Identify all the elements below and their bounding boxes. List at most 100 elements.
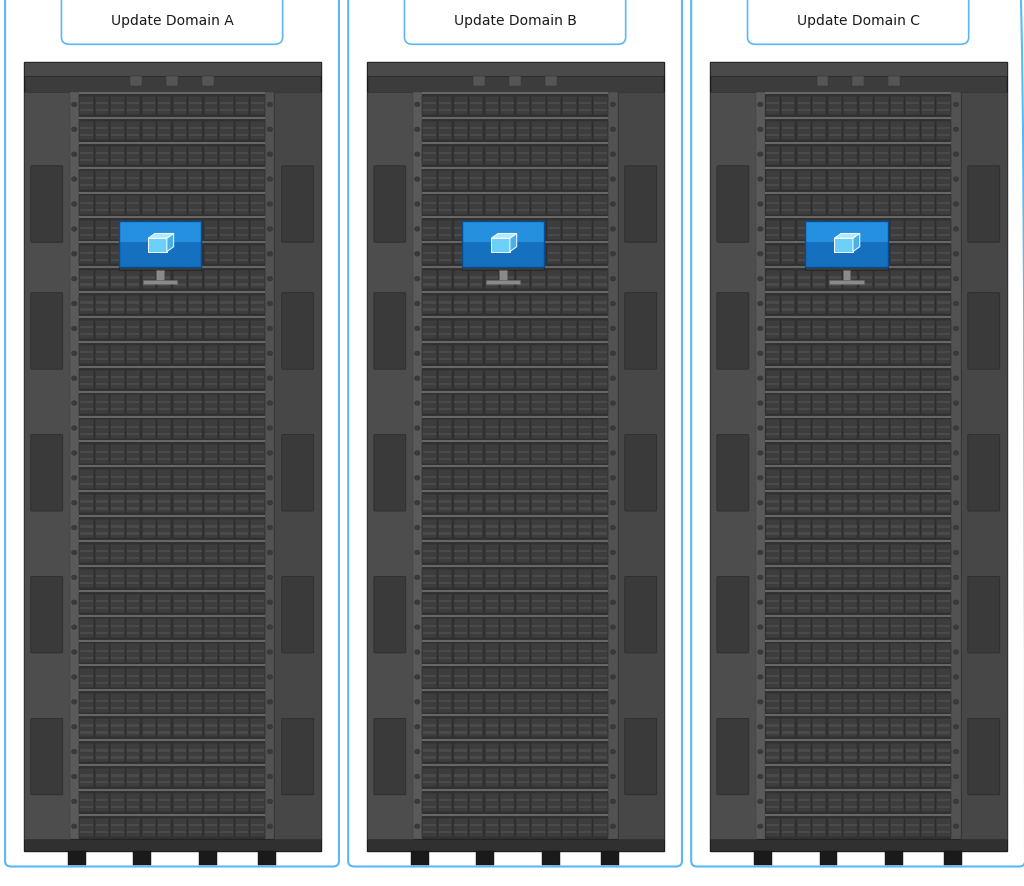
Bar	[148, 238, 167, 252]
Bar	[423, 209, 436, 211]
Bar	[766, 824, 779, 827]
Bar	[805, 221, 888, 242]
Bar	[220, 550, 232, 553]
Bar	[485, 476, 498, 478]
Bar	[562, 494, 577, 513]
Bar	[236, 408, 248, 410]
Bar	[860, 750, 872, 751]
Bar	[906, 632, 919, 634]
Bar	[828, 408, 841, 410]
Bar	[844, 831, 856, 833]
Bar	[828, 700, 841, 702]
Bar	[174, 557, 186, 559]
Bar	[891, 557, 903, 559]
Bar	[127, 358, 139, 361]
Bar	[141, 818, 156, 837]
Bar	[937, 383, 950, 385]
Bar	[594, 234, 607, 236]
Bar	[781, 742, 796, 762]
Bar	[781, 693, 796, 712]
Bar	[173, 444, 187, 463]
Bar	[189, 632, 202, 634]
Bar	[438, 419, 453, 439]
Bar	[593, 369, 607, 389]
Bar	[593, 768, 607, 787]
Bar	[127, 252, 139, 253]
Bar	[111, 818, 125, 837]
Bar	[454, 643, 468, 663]
Bar	[174, 824, 186, 827]
Bar	[501, 607, 513, 610]
Bar	[765, 565, 951, 567]
Bar	[860, 824, 872, 827]
Bar	[126, 494, 140, 513]
Bar	[781, 120, 796, 140]
Circle shape	[415, 227, 420, 231]
Bar	[548, 276, 560, 279]
Bar	[765, 366, 951, 368]
Bar	[936, 618, 950, 638]
Bar	[766, 831, 779, 833]
Bar	[188, 320, 203, 339]
Bar	[593, 693, 607, 712]
Bar	[766, 326, 779, 329]
Circle shape	[758, 550, 763, 555]
Circle shape	[610, 326, 615, 330]
Bar	[905, 569, 920, 588]
Bar	[562, 145, 577, 165]
Bar	[422, 641, 608, 664]
Bar	[485, 451, 498, 453]
Bar	[470, 675, 482, 677]
Bar	[423, 632, 436, 634]
Bar	[204, 195, 218, 214]
Bar	[813, 557, 825, 559]
Bar	[141, 793, 156, 812]
Bar	[422, 343, 608, 366]
Bar	[937, 525, 950, 527]
Bar	[236, 301, 248, 304]
Bar	[874, 270, 889, 290]
Bar	[79, 392, 265, 416]
Bar	[782, 458, 795, 460]
Bar	[127, 557, 139, 559]
Bar	[111, 96, 125, 115]
Bar	[876, 582, 888, 585]
Bar	[813, 675, 825, 677]
Bar	[843, 444, 857, 463]
Bar	[205, 209, 217, 211]
Bar	[936, 444, 950, 463]
Bar	[891, 483, 903, 485]
Bar	[517, 227, 529, 229]
Bar	[765, 241, 951, 244]
Bar	[127, 383, 139, 385]
Bar	[236, 582, 248, 585]
Bar	[828, 525, 841, 527]
Bar	[127, 259, 139, 260]
Bar	[174, 252, 186, 253]
Bar	[813, 308, 825, 310]
Bar	[234, 469, 249, 488]
Bar	[594, 799, 607, 802]
Bar	[79, 416, 265, 417]
Bar	[890, 793, 904, 812]
Bar	[766, 109, 779, 112]
Bar	[422, 341, 608, 343]
Bar	[562, 320, 577, 339]
Bar	[798, 432, 810, 435]
Bar	[922, 508, 934, 509]
Bar	[80, 432, 93, 435]
Bar	[500, 742, 514, 762]
Bar	[438, 444, 453, 463]
Bar	[80, 781, 93, 783]
Bar	[827, 693, 842, 712]
Bar	[936, 369, 950, 389]
Bar	[485, 657, 498, 659]
Bar	[594, 252, 607, 253]
Bar	[594, 750, 607, 751]
Bar	[579, 476, 591, 478]
Bar	[234, 320, 249, 339]
Bar	[423, 649, 436, 652]
FancyBboxPatch shape	[968, 292, 999, 369]
Bar	[579, 227, 591, 229]
Bar	[517, 750, 529, 751]
